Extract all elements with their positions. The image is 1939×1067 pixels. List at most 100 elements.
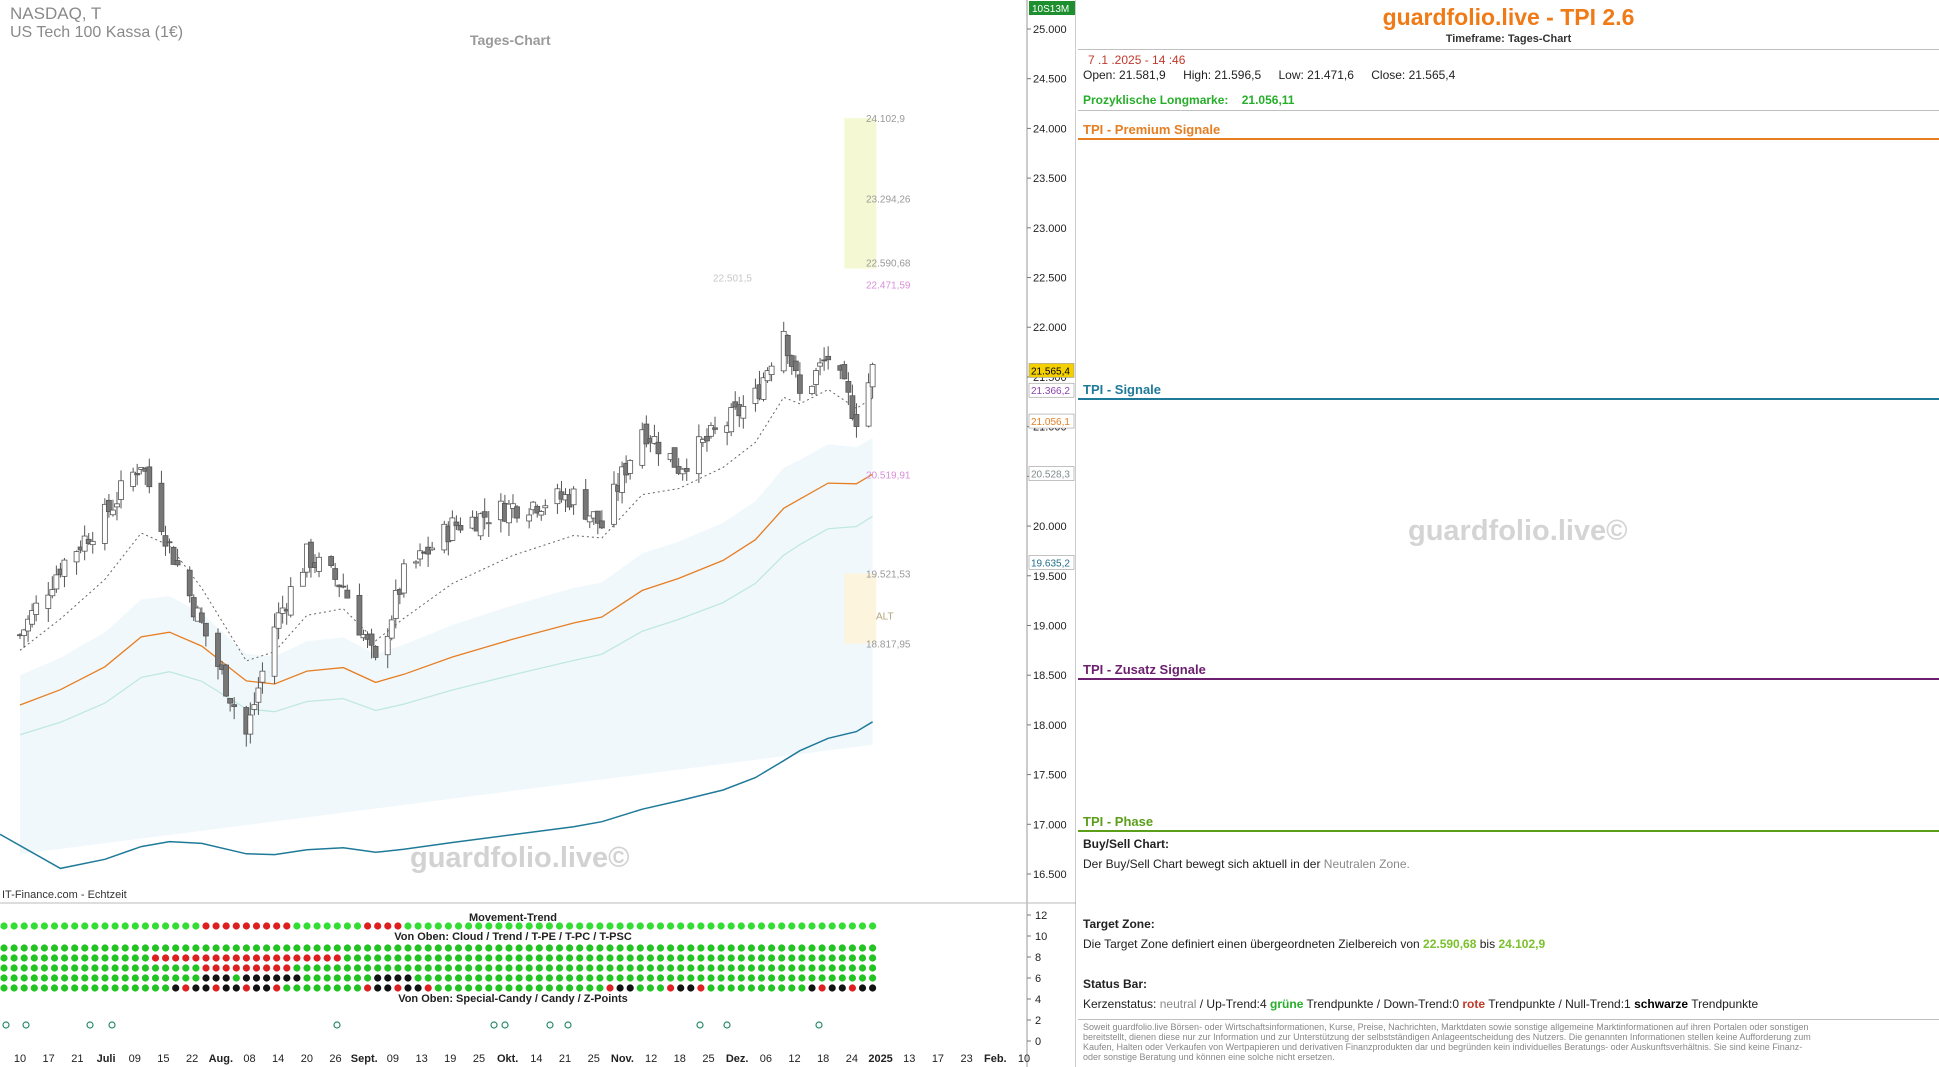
trend-dot (869, 964, 877, 972)
z-point-dot (723, 1021, 731, 1029)
candle-body (190, 597, 197, 618)
candle-body (598, 520, 605, 529)
trend-dot (838, 954, 846, 962)
trend-dot (61, 922, 69, 930)
trend-dot (778, 984, 786, 992)
panel-divider (1078, 1019, 1939, 1020)
section-premium-rule (1078, 138, 1939, 140)
long-mark-label: Prozyklische Longmarke: (1083, 93, 1229, 107)
trend-dot (606, 974, 614, 982)
trend-dot (778, 964, 786, 972)
trend-dot (192, 954, 200, 962)
trend-dot (525, 974, 533, 982)
trend-dot (656, 974, 665, 982)
trend-dot (273, 964, 281, 972)
buysell-zone: Neutralen Zone. (1323, 857, 1410, 871)
trend-dot (141, 954, 149, 962)
trend-dot (20, 944, 28, 952)
target-level-label: ALT (876, 612, 894, 623)
trend-dot (232, 974, 240, 982)
candle-body (683, 468, 690, 472)
trend-dot (757, 964, 766, 972)
trend-dot (475, 964, 483, 972)
trend-dot (636, 922, 644, 930)
trend-dot (61, 944, 69, 952)
trend-dot (394, 984, 402, 992)
target-level-label: 22.501,5 (713, 273, 752, 284)
instrument-title: NASDAQ, T (10, 4, 102, 23)
trend-dot (0, 922, 8, 930)
trend-dot (293, 922, 301, 930)
target-zone (844, 118, 877, 269)
trend-dot (202, 984, 210, 992)
trend-dot (485, 984, 493, 992)
candle-body (869, 364, 876, 388)
trend-dot (545, 984, 554, 992)
trend-dot (313, 984, 321, 992)
indicator-label-bottom: Von Oben: Special-Candy / Candy / Z-Poin… (398, 993, 628, 1005)
target-to: bis (1479, 937, 1496, 951)
candle-body (202, 622, 209, 637)
trend-dot (788, 984, 796, 992)
trend-dot (525, 984, 533, 992)
candle-body (388, 619, 395, 639)
trend-dot (131, 984, 139, 992)
status-tp3: Trendpunkte (1691, 997, 1759, 1011)
date-tick-label: 09 (387, 1053, 399, 1065)
date-tick-label: 15 (157, 1053, 169, 1065)
status-down-word: rote (1462, 997, 1486, 1011)
date-tick-label: Dez. (726, 1053, 749, 1065)
trend-dot (798, 922, 806, 930)
trend-dot (293, 974, 301, 982)
trend-dot (727, 964, 735, 972)
date-tick-label: 21 (559, 1053, 571, 1065)
trend-dot (111, 922, 119, 930)
trend-dot (343, 974, 351, 982)
trend-dot (172, 944, 180, 952)
trend-dot (515, 964, 523, 972)
trend-dot (667, 984, 675, 992)
date-tick-label: 25 (473, 1053, 485, 1065)
trend-dot (444, 954, 452, 962)
trend-dot (71, 964, 79, 972)
trend-dot (232, 944, 240, 952)
trend-dot (818, 922, 826, 930)
trend-dot (798, 974, 806, 982)
candle-body (542, 505, 549, 509)
trend-dot (717, 984, 725, 992)
trend-dot (616, 974, 624, 982)
candle-body (384, 635, 391, 656)
candle-body (231, 704, 238, 707)
trend-dot (566, 964, 574, 972)
section-zusatz-title: TPI - Zusatz Signale (1083, 662, 1206, 677)
trend-dot (111, 964, 119, 972)
trend-dot (737, 974, 745, 982)
date-tick-label: 18 (674, 1053, 686, 1065)
candle-body (162, 535, 169, 547)
candle-body (586, 515, 593, 523)
candle-body (627, 460, 634, 474)
trend-dot (727, 944, 735, 952)
trend-dot (626, 984, 634, 992)
trend-dot (707, 984, 715, 992)
candle-body (316, 556, 322, 572)
status-up-word: grüne (1270, 997, 1304, 1011)
trend-dot (788, 964, 796, 972)
trend-dot (677, 974, 685, 982)
trend-dot (768, 984, 776, 992)
candle-body (271, 626, 278, 677)
candle-body (760, 377, 767, 400)
trend-dot (81, 964, 89, 972)
trend-dot (303, 964, 311, 972)
trend-dot (30, 944, 38, 952)
date-tick-label: 2025 (868, 1053, 892, 1065)
trend-dot (768, 944, 776, 952)
target-low: 22.590,68 (1423, 937, 1477, 951)
candle-body (796, 374, 803, 394)
trend-dot (263, 954, 271, 962)
trend-dot (454, 974, 463, 982)
trend-dot (737, 964, 745, 972)
trend-dot (525, 944, 533, 952)
trend-dot (151, 944, 160, 952)
candle-body (328, 556, 335, 566)
